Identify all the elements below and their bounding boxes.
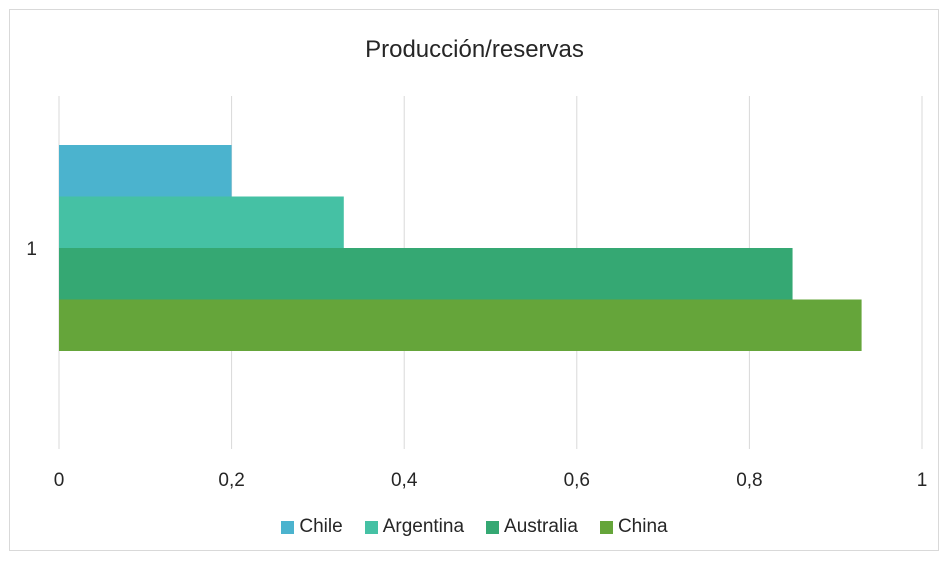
bar-argentina xyxy=(59,196,344,248)
y-tick-label: 1 xyxy=(26,239,37,260)
x-tick-label: 1 xyxy=(917,470,928,491)
x-tick-label: 0,2 xyxy=(218,470,244,491)
x-tick-label: 0,6 xyxy=(564,470,590,491)
legend-item-chile: Chile xyxy=(281,516,343,538)
legend: Chile Argentina Australia China xyxy=(0,516,949,538)
bar-chile xyxy=(59,145,232,197)
legend-label: China xyxy=(617,516,668,537)
legend-swatch xyxy=(281,520,295,534)
x-tick-label: 0 xyxy=(54,470,65,491)
legend-swatch xyxy=(599,520,613,534)
legend-swatch xyxy=(364,520,378,534)
legend-label: Chile xyxy=(299,516,343,537)
legend-label: Australia xyxy=(504,516,578,537)
x-tick-label: 0,8 xyxy=(736,470,762,491)
bar-china xyxy=(59,299,862,351)
legend-item-argentina: Argentina xyxy=(364,516,465,538)
legend-item-australia: Australia xyxy=(486,516,578,538)
legend-swatch xyxy=(486,520,500,534)
bar-australia xyxy=(59,248,793,300)
chart-title: Producción/reservas xyxy=(365,36,584,63)
legend-item-china: China xyxy=(599,516,668,538)
legend-label: Argentina xyxy=(382,516,465,537)
x-tick-label: 0,4 xyxy=(391,470,418,491)
